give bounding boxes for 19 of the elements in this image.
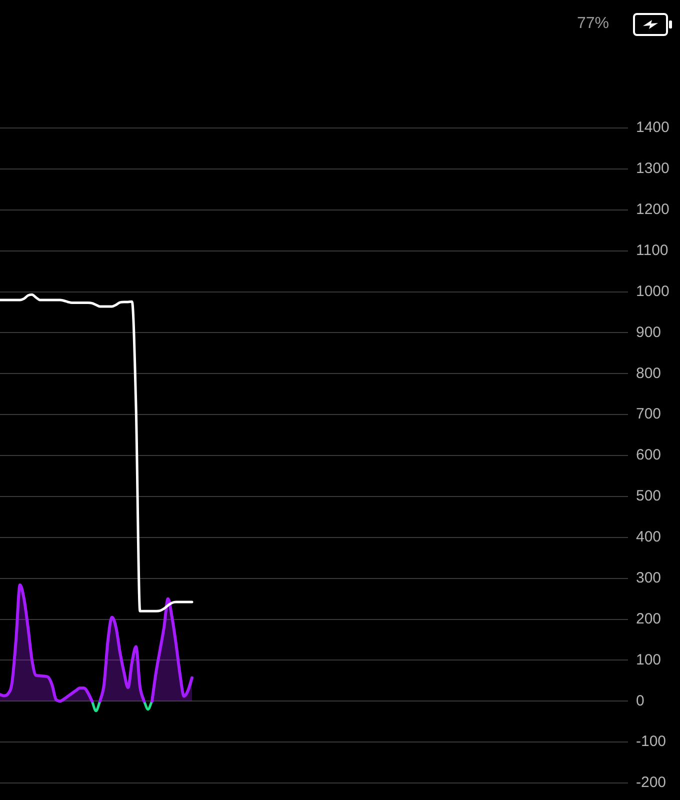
y-tick-label: 1100 [636, 242, 668, 259]
y-tick-label: 300 [636, 569, 662, 586]
y-tick-label: 600 [636, 446, 662, 464]
y-tick-label: 1200 [636, 201, 670, 218]
y-tick-label: 1400 [636, 119, 670, 136]
y-tick-label: 500 [636, 488, 662, 505]
y-tick-label: -200 [636, 774, 666, 792]
y-tick-label: 1300 [636, 160, 670, 178]
text: 77% [576, 14, 609, 34]
y-tick-label: -100 [636, 733, 666, 750]
y-tick-label: 400 [636, 528, 662, 546]
y-tick-label: 900 [636, 324, 662, 341]
y-tick-label: 200 [636, 610, 662, 628]
y-tick-label: 1000 [636, 282, 670, 300]
y-tick-label: 100 [636, 651, 662, 668]
line-series [0, 293, 194, 612]
y-tick-label: 700 [636, 406, 662, 423]
y-tick-label: 0 [636, 692, 644, 710]
y-tick-label: 800 [636, 364, 662, 382]
